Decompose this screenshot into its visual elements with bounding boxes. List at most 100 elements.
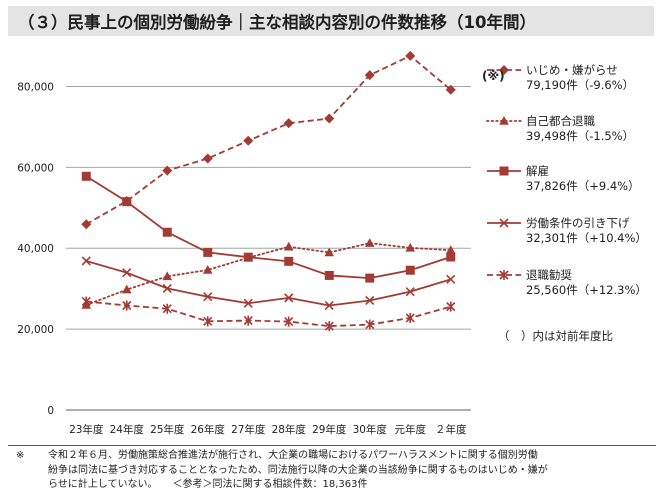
legend-label: 退職勧奨 bbox=[526, 268, 572, 282]
data-point bbox=[243, 298, 253, 308]
axes: 0 20,000 40,000 60,000 80,000 23年度 24年度 25年度 26年… bbox=[17, 81, 471, 436]
legend-marker bbox=[499, 270, 509, 280]
data-point bbox=[243, 135, 254, 146]
data-point bbox=[364, 70, 375, 81]
legend-marker bbox=[499, 116, 509, 125]
series-line bbox=[85, 54, 452, 225]
series-line bbox=[85, 175, 452, 280]
data-point bbox=[284, 316, 294, 327]
data-point bbox=[122, 197, 132, 207]
data-point bbox=[405, 312, 415, 323]
footnote: ※ 令和２年６月、労働施策総合推進法が施行され、大企業の職場におけるパワーハラスメ… bbox=[8, 445, 656, 499]
x-tick-label: 元年度 bbox=[395, 423, 427, 436]
legend-stat: 25,560件（+12.3%） bbox=[526, 283, 647, 297]
footnote-line-1: 令和２年６月、労働施策総合推進法が施行され、大企業の職場におけるパワーハラスメン… bbox=[48, 450, 538, 461]
data-point bbox=[446, 301, 456, 312]
x-tick-label: 30年度 bbox=[353, 423, 388, 436]
data-point bbox=[162, 227, 172, 237]
data-point bbox=[365, 319, 375, 330]
data-point bbox=[162, 303, 172, 314]
data-point bbox=[202, 264, 213, 274]
data-point bbox=[405, 242, 416, 252]
data-point bbox=[162, 283, 172, 293]
series-line bbox=[86, 300, 451, 328]
data-point bbox=[162, 165, 173, 176]
series-line bbox=[86, 260, 452, 307]
data-point bbox=[81, 219, 92, 230]
chart-title: （３）民事上の個別労働紛争｜主な相談内容別の件数推移（10年間） bbox=[18, 13, 536, 32]
gridlines bbox=[66, 85, 471, 330]
data-point bbox=[324, 247, 335, 257]
x-tick-label: 24年度 bbox=[110, 423, 145, 436]
legend-marker bbox=[499, 65, 509, 75]
data-point bbox=[81, 171, 91, 181]
data-point bbox=[324, 270, 334, 280]
data-point bbox=[162, 271, 173, 281]
legend-stat: 32,301件（+10.4%） bbox=[526, 231, 647, 245]
x-tick-label: 26年度 bbox=[191, 423, 226, 436]
annotation-note: (※) bbox=[482, 69, 505, 83]
data-point bbox=[202, 153, 213, 164]
x-tick-label: ２年度 bbox=[435, 423, 467, 436]
x-tick-label: 27年度 bbox=[231, 423, 266, 436]
series-layer bbox=[81, 50, 456, 332]
legend-label: 自己都合退職 bbox=[526, 114, 595, 128]
data-point bbox=[364, 238, 375, 247]
data-point bbox=[203, 316, 213, 327]
data-point bbox=[283, 241, 294, 251]
legend-label: 労働条件の引き下げ bbox=[526, 216, 630, 230]
x-tick-label: 23年度 bbox=[69, 423, 104, 436]
data-point bbox=[284, 256, 294, 266]
series-5 bbox=[81, 296, 456, 332]
legend-stat: 37,826件（+9.4%） bbox=[526, 179, 640, 193]
data-point bbox=[203, 292, 213, 302]
data-point bbox=[405, 265, 415, 275]
data-point bbox=[445, 245, 456, 255]
data-point bbox=[243, 252, 253, 262]
footnote-mark: ※ bbox=[16, 450, 25, 461]
line-chart: 0 20,000 40,000 60,000 80,000 23年度 24年度 25年度 26年… bbox=[17, 50, 647, 436]
footnote-line-3: らせに計上していない。 ＜参考＞同法に関する相談件数：18,363件 bbox=[48, 479, 368, 490]
series-line bbox=[85, 242, 452, 306]
series-4 bbox=[81, 256, 456, 311]
data-point bbox=[324, 300, 334, 311]
y-tick-label: 0 bbox=[47, 405, 54, 417]
legend-stat: 79,190件（-9.6%） bbox=[526, 78, 634, 92]
series-3 bbox=[81, 171, 456, 283]
data-point bbox=[243, 315, 253, 326]
data-point bbox=[324, 321, 334, 332]
legend-label: いじめ・嫌がらせ bbox=[526, 63, 618, 77]
x-tick-label: 25年度 bbox=[150, 423, 185, 436]
series-1 bbox=[81, 50, 456, 230]
y-tick-label: 40,000 bbox=[17, 243, 54, 255]
footnote-line-2: 紛争は同法に基づき対応することとなったため、同法施行以降の大企業の当該紛争に関す… bbox=[48, 464, 548, 476]
data-point bbox=[405, 50, 416, 61]
data-point bbox=[121, 284, 132, 294]
data-point bbox=[81, 296, 91, 307]
data-point bbox=[365, 295, 375, 306]
data-point bbox=[445, 84, 456, 95]
data-point bbox=[446, 252, 456, 262]
legend-marker bbox=[499, 218, 509, 228]
x-tick-label: 28年度 bbox=[272, 423, 307, 436]
series-2 bbox=[81, 238, 456, 309]
data-point bbox=[284, 293, 294, 303]
y-tick-label: 80,000 bbox=[17, 81, 54, 93]
data-point bbox=[365, 273, 375, 283]
data-point bbox=[446, 274, 456, 284]
data-point bbox=[203, 247, 213, 257]
data-point bbox=[81, 256, 91, 266]
data-point bbox=[283, 118, 294, 129]
y-tick-label: 20,000 bbox=[17, 324, 54, 336]
legend-stat: 39,498件（-1.5%） bbox=[526, 129, 634, 143]
data-point bbox=[324, 113, 335, 124]
title-bar: （３）民事上の個別労働紛争｜主な相談内容別の件数推移（10年間） bbox=[8, 6, 654, 36]
x-tick-label: 29年度 bbox=[312, 423, 347, 436]
